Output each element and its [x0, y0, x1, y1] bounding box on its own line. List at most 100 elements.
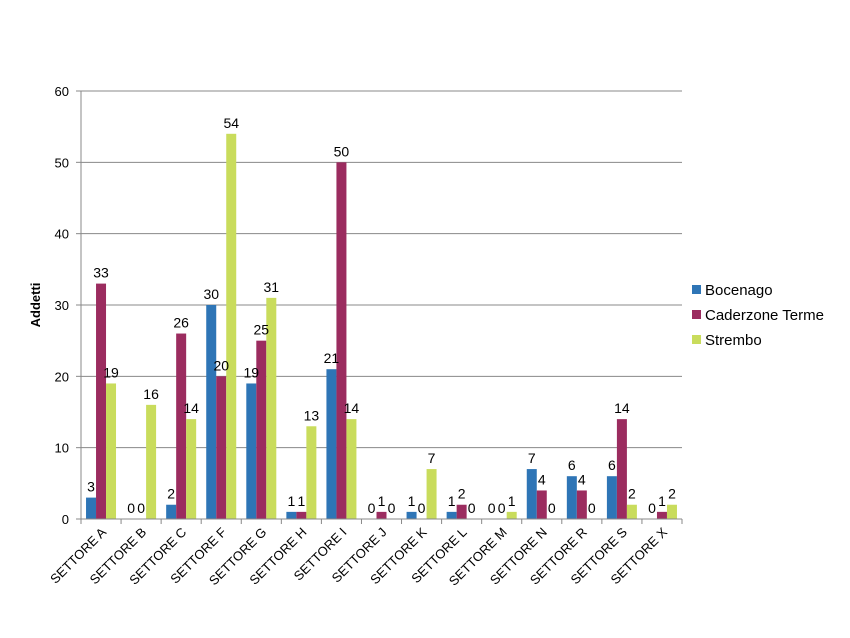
bar	[286, 511, 297, 519]
bar	[426, 469, 437, 519]
data-label: 54	[223, 115, 239, 131]
bar	[526, 469, 537, 519]
data-label: 2	[628, 486, 636, 502]
data-label: 14	[614, 400, 630, 416]
data-label: 1	[378, 493, 386, 509]
bar	[96, 283, 107, 519]
data-label: 0	[388, 500, 396, 516]
data-label: 7	[528, 450, 536, 466]
bar	[166, 504, 177, 519]
data-label: 20	[213, 357, 229, 373]
bar	[246, 383, 257, 519]
data-label: 2	[458, 486, 466, 502]
data-label: 0	[488, 500, 496, 516]
data-label: 0	[468, 500, 476, 516]
legend: Bocenago Caderzone Terme Strembo	[692, 282, 824, 349]
legend-label: Caderzone Terme	[705, 307, 824, 324]
bar	[186, 419, 197, 519]
data-label: 1	[408, 493, 416, 509]
legend-swatch	[692, 310, 701, 319]
bar	[326, 369, 337, 519]
bar	[86, 497, 97, 519]
data-label: 13	[304, 407, 320, 423]
bar	[536, 490, 547, 519]
bar	[256, 340, 267, 519]
bar	[626, 504, 637, 519]
bars	[86, 133, 677, 520]
bar	[296, 511, 307, 519]
bar	[106, 383, 117, 519]
data-label: 50	[334, 143, 350, 159]
data-label: 0	[127, 500, 135, 516]
legend-swatch	[692, 335, 701, 344]
y-tick-label: 20	[55, 369, 69, 384]
data-label: 4	[538, 471, 546, 487]
bar	[406, 511, 417, 519]
data-label: 14	[344, 400, 360, 416]
data-label: 0	[418, 500, 426, 516]
data-label: 0	[548, 500, 556, 516]
data-label: 16	[143, 386, 159, 402]
data-label: 0	[368, 500, 376, 516]
data-label: 1	[658, 493, 666, 509]
legend-label: Strembo	[705, 332, 762, 349]
bar	[146, 404, 157, 519]
bar	[656, 511, 667, 519]
data-label: 1	[287, 493, 295, 509]
bar	[576, 490, 587, 519]
data-label: 19	[103, 364, 119, 380]
data-label: 7	[428, 450, 436, 466]
bar	[306, 426, 317, 519]
data-label: 1	[297, 493, 305, 509]
data-label: 2	[668, 486, 676, 502]
bar	[336, 162, 347, 520]
data-label: 6	[608, 457, 616, 473]
bar	[446, 511, 457, 519]
data-label: 33	[93, 265, 109, 281]
y-tick-label: 40	[55, 227, 69, 242]
data-label: 0	[137, 500, 145, 516]
y-tick-label: 10	[55, 441, 69, 456]
data-label: 21	[324, 350, 340, 366]
y-tick-label: 50	[55, 155, 69, 170]
y-axis-label: Addetti	[28, 283, 43, 328]
legend-swatch	[692, 285, 701, 294]
data-label: 0	[648, 500, 656, 516]
bar	[376, 511, 387, 519]
bar	[226, 133, 237, 520]
bar	[176, 333, 187, 519]
bar	[206, 305, 217, 519]
data-label: 30	[203, 286, 219, 302]
data-label: 2	[167, 486, 175, 502]
data-label: 6	[568, 457, 576, 473]
data-label: 1	[448, 493, 456, 509]
bar	[606, 476, 617, 519]
data-label: 1	[508, 493, 516, 509]
data-label: 3	[87, 479, 95, 495]
bar	[216, 376, 227, 519]
data-label: 19	[244, 364, 260, 380]
bar	[506, 511, 517, 519]
data-label: 26	[173, 315, 189, 331]
grid-lines	[81, 90, 682, 449]
legend-label: Bocenago	[705, 282, 773, 299]
data-label: 0	[498, 500, 506, 516]
bar	[616, 419, 627, 519]
y-tick-labels: 0 10 20 30 40 50 60	[55, 84, 69, 527]
bar	[566, 476, 577, 519]
data-label: 0	[588, 500, 596, 516]
bar	[266, 297, 277, 519]
y-tick-label: 30	[55, 298, 69, 313]
data-label: 14	[183, 400, 199, 416]
data-label: 4	[578, 471, 586, 487]
y-tick-label: 0	[62, 512, 69, 527]
data-label: 25	[254, 322, 270, 338]
x-axis	[76, 90, 683, 524]
bar	[346, 419, 357, 519]
data-label: 31	[264, 279, 280, 295]
y-tick-label: 60	[55, 84, 69, 99]
bar	[456, 504, 467, 519]
